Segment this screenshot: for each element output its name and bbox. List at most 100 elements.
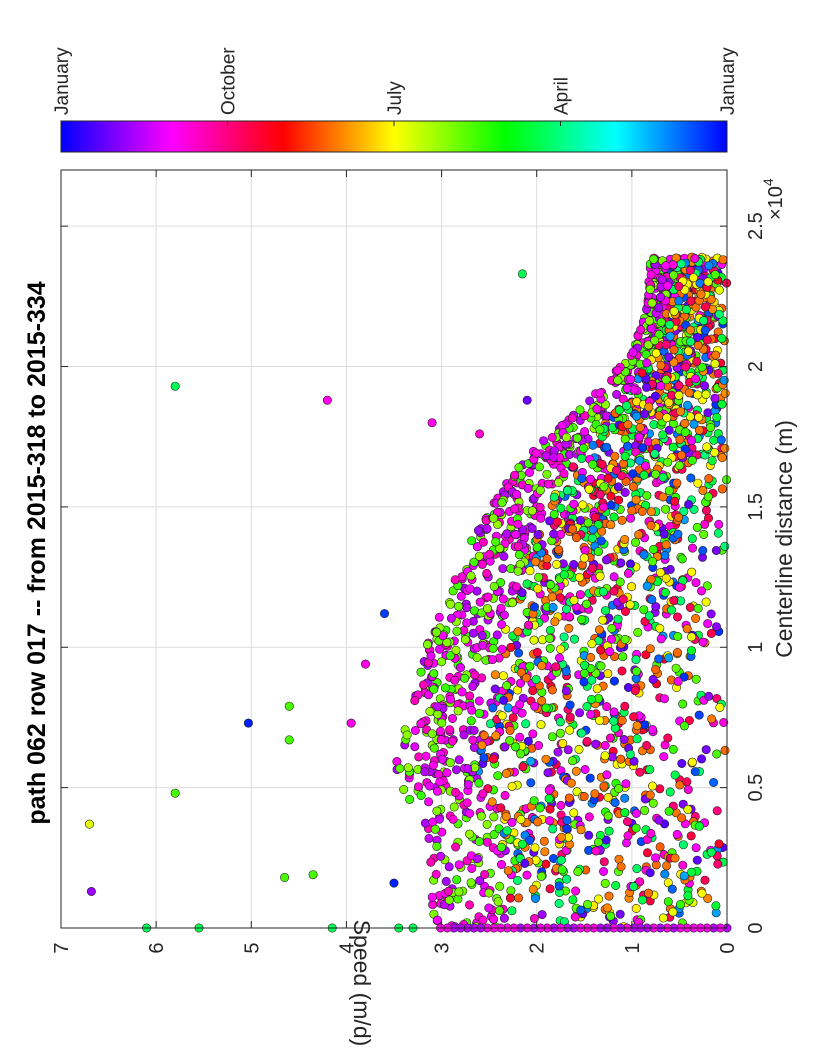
- scatter-point: [651, 853, 661, 863]
- scatter-point: [623, 568, 633, 578]
- scatter-point: [537, 910, 547, 920]
- scatter-point: [478, 640, 488, 650]
- scatter-point: [514, 550, 524, 560]
- scatter-point: [662, 861, 672, 871]
- scatter-point: [690, 254, 700, 264]
- scatter-point: [687, 543, 697, 553]
- scatter-point: [503, 866, 513, 876]
- scatter-point: [643, 888, 653, 898]
- scatter-point: [477, 631, 487, 641]
- scatter-point: [663, 733, 673, 743]
- scatter-point: [580, 411, 590, 421]
- scatter-point: [635, 456, 645, 466]
- colorbar-label: January: [52, 47, 73, 115]
- outlier-points: [85, 269, 532, 933]
- scatter-point: [541, 703, 551, 713]
- scatter-point: [497, 498, 507, 508]
- scatter-point: [648, 544, 658, 554]
- scatter-point: [709, 447, 719, 457]
- scatter-point: [425, 706, 435, 716]
- scatter-point: [562, 874, 572, 884]
- scatter-point: [667, 605, 677, 615]
- scatter-point: [463, 780, 473, 790]
- scatter-point: [669, 595, 679, 605]
- scatter-point: [680, 418, 690, 428]
- scatter-point: [579, 443, 589, 453]
- scatter-point: [554, 653, 564, 663]
- scatter-point: [632, 411, 642, 421]
- scatter-point: [651, 602, 661, 612]
- scatter-point: [694, 710, 704, 720]
- scatter-point: [688, 273, 698, 283]
- scatter-point: [618, 652, 628, 662]
- scatter-point: [693, 390, 703, 400]
- scatter-point: [584, 484, 594, 494]
- scatter-point: [696, 289, 706, 299]
- scatter-point: [711, 545, 721, 555]
- scatter-point: [689, 419, 699, 429]
- scatter-point: [712, 806, 722, 816]
- scatter-point: [444, 895, 454, 905]
- scatter-point: [678, 840, 688, 850]
- scatter-point: [580, 764, 590, 774]
- scatter-point: [693, 478, 703, 488]
- scatter-point: [679, 506, 689, 516]
- scatter-point: [684, 499, 694, 509]
- scatter-point: [712, 749, 722, 759]
- scatter-point: [681, 304, 691, 314]
- scatter-point: [460, 673, 470, 683]
- scatter-point: [515, 699, 525, 709]
- scatter-point: [686, 473, 696, 483]
- scatter-point: [434, 612, 444, 622]
- scatter-point: [713, 368, 723, 378]
- scatter-point: [422, 639, 432, 649]
- scatter-point: [685, 325, 695, 335]
- scatter-point: [467, 863, 477, 873]
- scatter-point: [445, 651, 455, 661]
- scatter-point: [447, 713, 457, 723]
- scatter-point: [679, 721, 689, 731]
- scatter-point: [526, 778, 536, 788]
- scatter-point: [433, 702, 443, 712]
- scatter-point: [669, 306, 679, 316]
- scatter-point: [530, 893, 540, 903]
- scatter-point: [600, 606, 610, 616]
- scatter-point: [646, 324, 656, 334]
- scatter-point: [554, 545, 564, 555]
- scatter-point: [675, 460, 685, 470]
- scatter-point: [659, 529, 669, 539]
- scatter-point: [620, 634, 630, 644]
- scatter-point: [618, 459, 628, 469]
- scatter-point: [442, 637, 452, 647]
- scatter-point: [595, 388, 605, 398]
- scatter-point: [548, 602, 558, 612]
- scatter-point: [569, 634, 579, 644]
- scatter-point: [540, 847, 550, 857]
- scatter-point: [496, 603, 506, 613]
- scatter-point: [670, 853, 680, 863]
- scatter-point: [683, 346, 693, 356]
- scatter-point: [433, 709, 443, 719]
- scatter-point: [474, 708, 484, 718]
- scatter-point: [512, 489, 522, 499]
- scatter-point: [545, 884, 555, 894]
- scatter-point: [668, 907, 678, 917]
- scatter-point: [711, 350, 721, 360]
- scatter-point: [588, 459, 598, 469]
- scatter-point: [499, 695, 509, 705]
- scatter-point: [554, 898, 564, 908]
- scatter-point: [468, 735, 478, 745]
- scatter-point: [620, 808, 630, 818]
- scatter-point: [513, 541, 523, 551]
- scatter-point: [559, 469, 569, 479]
- scatter-point: [465, 829, 475, 839]
- scatter-point: [469, 557, 479, 567]
- scatter-point: [654, 815, 664, 825]
- scatter-point: [720, 443, 730, 453]
- scatter-point: [445, 694, 455, 704]
- scatter-point: [500, 790, 510, 800]
- scatter-point: [609, 676, 619, 686]
- colorbar-label: October: [219, 47, 240, 115]
- scatter-point: [606, 634, 616, 644]
- scatter-point: [647, 595, 657, 605]
